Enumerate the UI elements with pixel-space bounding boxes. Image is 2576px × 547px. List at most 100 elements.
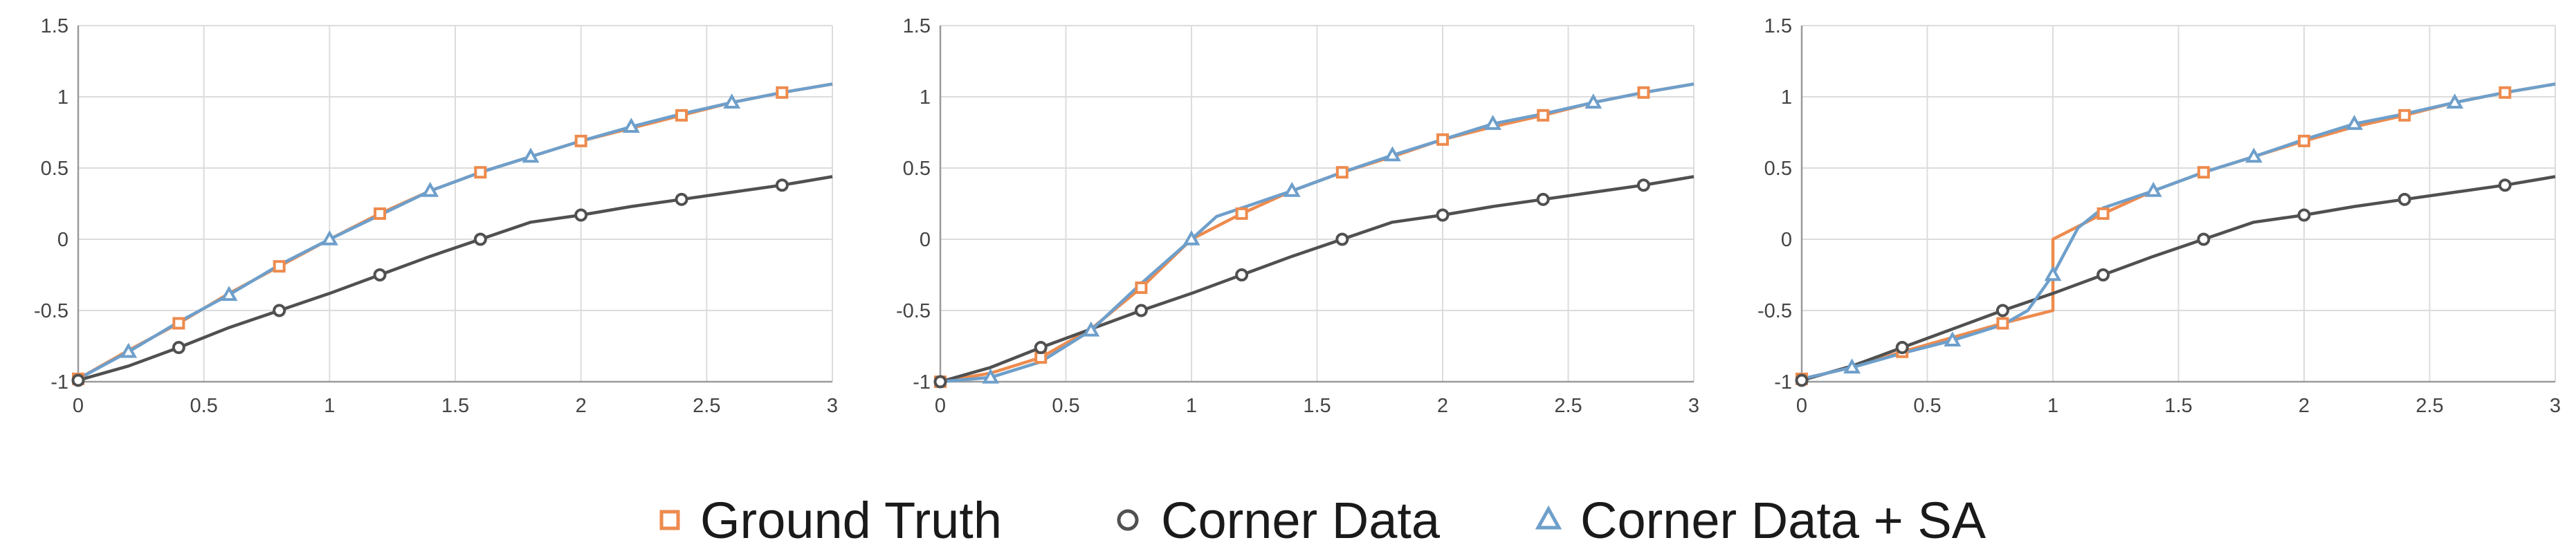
marker-triangle	[1584, 93, 1602, 109]
marker-circle	[2297, 208, 2311, 222]
x-tick-label: 1	[324, 395, 335, 417]
x-tick-label: 3	[2550, 395, 2561, 417]
y-tick-label: 0.5	[903, 158, 931, 180]
marker-triangle	[220, 286, 238, 302]
marker-square	[675, 109, 688, 122]
y-tick-label: 1.5	[41, 15, 68, 37]
marker-square	[2097, 207, 2110, 220]
marker-circle	[172, 341, 185, 355]
marker-circle	[373, 268, 387, 281]
marker-circle	[2097, 268, 2110, 281]
legend-item: Ground Truth	[659, 492, 1002, 547]
marker-circle	[1636, 178, 1650, 192]
x-tick-label: 2.5	[2415, 395, 2443, 417]
marker-circle	[1436, 208, 1450, 222]
marker-triangle	[622, 118, 640, 133]
marker-triangle	[421, 181, 439, 197]
marker-square	[1235, 207, 1248, 220]
marker-circle	[2197, 232, 2211, 246]
series-line-triangle	[77, 82, 833, 380]
marker-triangle	[1283, 181, 1301, 197]
legend: Ground Truth Corner Data Corner Data + SA	[659, 492, 1986, 547]
marker-circle	[1335, 232, 1349, 246]
marker-circle	[1235, 268, 1249, 281]
x-tick-label: 2.5	[693, 395, 720, 417]
marker-triangle	[522, 147, 540, 163]
series-line-circle	[1801, 175, 2556, 382]
marker-square	[172, 317, 185, 330]
marker-square	[1637, 86, 1650, 99]
x-tick-label: 1.5	[441, 395, 469, 417]
marker-circle	[574, 208, 588, 222]
y-tick-label: 0	[920, 229, 931, 251]
marker-triangle	[1082, 321, 1100, 337]
marker-circle	[675, 192, 688, 206]
marker-square	[2499, 86, 2512, 99]
marker-triangle	[2245, 147, 2263, 163]
marker-square	[1335, 166, 1349, 179]
x-tick-label: 2.5	[1554, 395, 1582, 417]
marker-triangle	[1383, 146, 1401, 162]
legend-triangle-icon	[1535, 505, 1562, 530]
y-tick-label: -1	[1774, 371, 1792, 393]
series-line-circle	[77, 175, 833, 382]
marker-circle	[1134, 304, 1148, 317]
chart-panel-2: 0 0.5 1 1.5 2 2.5 3 -1 -0.5 0 0.5 1 1.5	[896, 15, 1699, 417]
legend-label: Corner Data + SA	[1580, 492, 1986, 547]
marker-triangle	[2346, 115, 2364, 130]
marker-circle	[1795, 373, 1809, 387]
marker-square	[574, 134, 587, 147]
legend-circle-icon	[1117, 509, 1139, 531]
y-tick-label: 1	[920, 86, 931, 109]
marker-triangle	[723, 93, 741, 109]
legend-label: Corner Data	[1161, 492, 1441, 547]
marker-square	[2398, 109, 2411, 122]
legend-square-icon	[659, 510, 680, 530]
x-tick-label: 0.5	[1913, 395, 1941, 417]
legend-item: Corner Data	[1117, 492, 1441, 547]
y-tick-label: 0.5	[41, 158, 68, 180]
marker-circle	[1995, 304, 2009, 317]
x-tick-label: 3	[1688, 395, 1699, 417]
y-tick-label: 1.5	[903, 15, 931, 37]
marker-square	[2298, 134, 2310, 147]
y-tick-label: -0.5	[34, 300, 68, 322]
series-line-triangle	[1801, 82, 2556, 381]
marker-circle	[1536, 192, 1550, 206]
series-line-circle	[940, 175, 1695, 384]
y-tick-label: -0.5	[896, 300, 931, 322]
chart-panel-3: 0 0.5 1 1.5 2 2.5 3 -1 -0.5 0 0.5 1 1.5	[1757, 15, 2561, 417]
x-tick-label: 2	[2299, 395, 2310, 417]
y-tick-label: 0	[1781, 229, 1792, 251]
marker-circle	[71, 373, 85, 387]
marker-square	[776, 86, 789, 99]
marker-square	[2197, 166, 2210, 179]
x-tick-label: 1	[2047, 395, 2058, 417]
x-tick-label: 1	[1186, 395, 1197, 417]
marker-triangle	[120, 342, 138, 358]
x-tick-label: 0	[1796, 395, 1807, 417]
y-tick-label: 1	[57, 86, 68, 109]
marker-circle	[775, 178, 789, 192]
marker-square	[474, 166, 487, 179]
marker-square	[273, 260, 286, 273]
y-tick-label: 1.5	[1764, 15, 1792, 37]
marker-circle	[1034, 341, 1048, 355]
x-tick-label: 1.5	[2164, 395, 2192, 417]
y-tick-label: -1	[913, 371, 931, 393]
marker-circle	[1895, 341, 1909, 355]
y-tick-label: 0.5	[1764, 158, 1792, 180]
x-tick-label: 0.5	[1052, 395, 1079, 417]
marker-triangle	[2044, 266, 2062, 281]
marker-square	[374, 207, 386, 220]
marker-triangle	[982, 368, 1000, 384]
x-tick-label: 2	[576, 395, 587, 417]
marker-square	[1537, 109, 1550, 122]
chart-panel-1: 0 0.5 1 1.5 2 2.5 3 -1 -0.5 0 0.5 1 1.5	[34, 15, 838, 417]
marker-square	[1996, 317, 2009, 330]
x-tick-label: 0.5	[190, 395, 218, 417]
marker-square	[1135, 281, 1148, 295]
legend-label: Ground Truth	[700, 492, 1002, 547]
marker-triangle	[320, 230, 338, 245]
